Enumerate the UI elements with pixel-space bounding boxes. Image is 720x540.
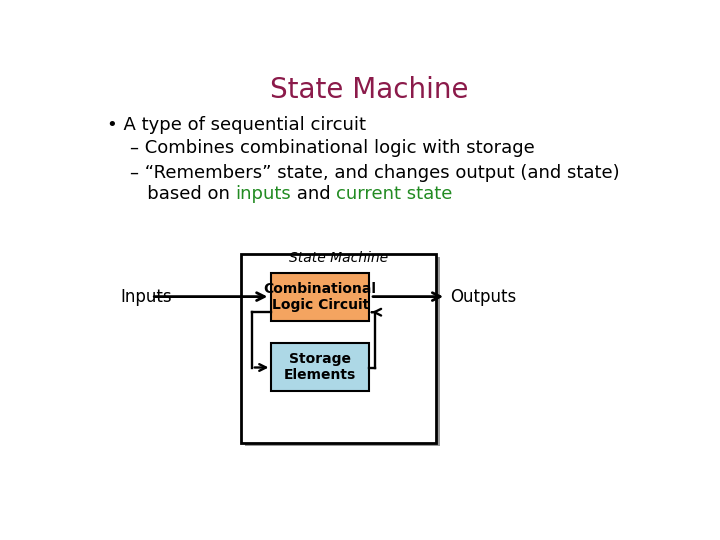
Bar — [245, 257, 440, 446]
Text: inputs: inputs — [235, 185, 291, 202]
Bar — [240, 254, 436, 443]
Text: – Combines combinational logic with storage: – Combines combinational logic with stor… — [107, 139, 534, 157]
Bar — [271, 343, 369, 391]
Text: current state: current state — [336, 185, 453, 202]
Text: Combinational
Logic Circuit: Combinational Logic Circuit — [264, 281, 377, 312]
Text: Storage
Elements: Storage Elements — [284, 352, 356, 382]
Text: – “Remembers” state, and changes output (and state): – “Remembers” state, and changes output … — [107, 164, 619, 182]
Text: State Machine: State Machine — [289, 251, 388, 265]
Text: State Machine: State Machine — [270, 76, 468, 104]
Text: and: and — [291, 185, 336, 202]
Text: Outputs: Outputs — [450, 288, 516, 306]
Bar — [271, 273, 369, 321]
Text: Inputs: Inputs — [121, 288, 172, 306]
Text: based on: based on — [107, 185, 235, 202]
Text: • A type of sequential circuit: • A type of sequential circuit — [107, 116, 366, 134]
